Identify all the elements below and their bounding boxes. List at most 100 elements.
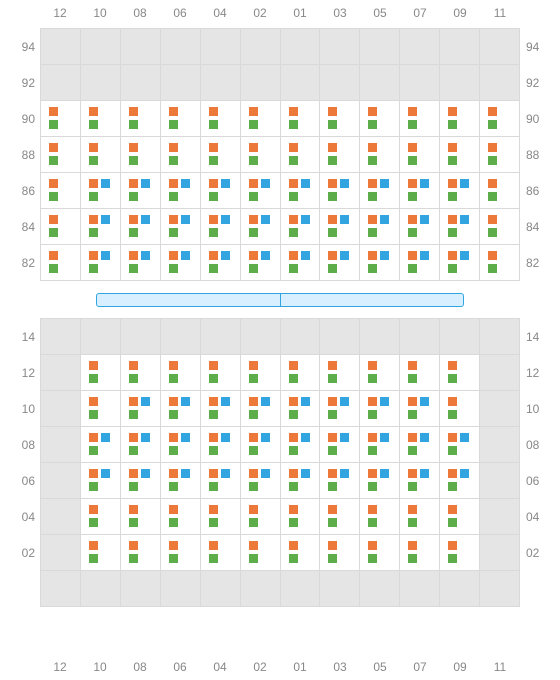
slot-populated[interactable] (81, 391, 121, 427)
slot-populated[interactable] (81, 245, 121, 281)
slot-populated[interactable] (81, 355, 121, 391)
slot-populated[interactable] (241, 101, 281, 137)
slot-populated[interactable] (201, 355, 241, 391)
slot-populated[interactable] (281, 427, 321, 463)
slot-populated[interactable] (480, 173, 520, 209)
slot-populated[interactable] (81, 137, 121, 173)
slot-populated[interactable] (320, 137, 360, 173)
slot-populated[interactable] (320, 463, 360, 499)
slot-populated[interactable] (161, 427, 201, 463)
slot-populated[interactable] (440, 173, 480, 209)
slot-populated[interactable] (161, 355, 201, 391)
slot-populated[interactable] (241, 209, 281, 245)
slot-populated[interactable] (400, 499, 440, 535)
slot-populated[interactable] (201, 499, 241, 535)
slot-populated[interactable] (121, 463, 161, 499)
slot-populated[interactable] (440, 137, 480, 173)
slot-populated[interactable] (400, 535, 440, 571)
slot-populated[interactable] (360, 463, 400, 499)
slot-populated[interactable] (81, 463, 121, 499)
slot-populated[interactable] (320, 101, 360, 137)
slot-populated[interactable] (400, 101, 440, 137)
slot-populated[interactable] (440, 245, 480, 281)
slot-populated[interactable] (360, 427, 400, 463)
slot-populated[interactable] (320, 427, 360, 463)
slot-populated[interactable] (400, 245, 440, 281)
slot-populated[interactable] (81, 535, 121, 571)
slot-populated[interactable] (81, 427, 121, 463)
slot-populated[interactable] (241, 391, 281, 427)
slot-populated[interactable] (161, 499, 201, 535)
slot-populated[interactable] (41, 101, 81, 137)
slot-populated[interactable] (400, 391, 440, 427)
slot-populated[interactable] (281, 173, 321, 209)
slot-populated[interactable] (41, 209, 81, 245)
slot-populated[interactable] (440, 427, 480, 463)
slot-populated[interactable] (241, 137, 281, 173)
slot-populated[interactable] (400, 137, 440, 173)
slot-populated[interactable] (201, 245, 241, 281)
slot-populated[interactable] (281, 209, 321, 245)
slot-populated[interactable] (81, 101, 121, 137)
slot-populated[interactable] (360, 101, 400, 137)
slot-populated[interactable] (121, 535, 161, 571)
slot-populated[interactable] (281, 137, 321, 173)
slot-populated[interactable] (320, 173, 360, 209)
slot-populated[interactable] (480, 209, 520, 245)
slot-populated[interactable] (440, 499, 480, 535)
slot-populated[interactable] (121, 173, 161, 209)
slot-populated[interactable] (281, 101, 321, 137)
slot-populated[interactable] (241, 245, 281, 281)
slot-populated[interactable] (161, 173, 201, 209)
slot-populated[interactable] (320, 499, 360, 535)
slot-populated[interactable] (400, 209, 440, 245)
slot-populated[interactable] (201, 209, 241, 245)
slot-populated[interactable] (121, 355, 161, 391)
slot-populated[interactable] (400, 355, 440, 391)
slot-populated[interactable] (161, 101, 201, 137)
slot-populated[interactable] (41, 173, 81, 209)
slot-populated[interactable] (81, 499, 121, 535)
slot-populated[interactable] (121, 245, 161, 281)
slot-populated[interactable] (281, 391, 321, 427)
slot-populated[interactable] (161, 463, 201, 499)
slot-populated[interactable] (281, 355, 321, 391)
slot-populated[interactable] (320, 391, 360, 427)
slot-populated[interactable] (161, 209, 201, 245)
slot-populated[interactable] (81, 209, 121, 245)
slot-populated[interactable] (440, 209, 480, 245)
slot-populated[interactable] (201, 101, 241, 137)
slot-populated[interactable] (121, 209, 161, 245)
slot-populated[interactable] (241, 463, 281, 499)
slot-populated[interactable] (360, 355, 400, 391)
slot-populated[interactable] (360, 137, 400, 173)
slot-populated[interactable] (360, 499, 400, 535)
slot-populated[interactable] (320, 209, 360, 245)
slot-populated[interactable] (161, 245, 201, 281)
slot-populated[interactable] (121, 427, 161, 463)
slot-populated[interactable] (41, 137, 81, 173)
slot-populated[interactable] (440, 355, 480, 391)
slot-populated[interactable] (440, 101, 480, 137)
slot-populated[interactable] (201, 427, 241, 463)
slot-populated[interactable] (320, 355, 360, 391)
slot-populated[interactable] (41, 245, 81, 281)
slot-populated[interactable] (121, 499, 161, 535)
slot-populated[interactable] (281, 535, 321, 571)
slot-populated[interactable] (201, 391, 241, 427)
slot-populated[interactable] (241, 499, 281, 535)
slot-populated[interactable] (281, 245, 321, 281)
slot-populated[interactable] (241, 535, 281, 571)
slot-populated[interactable] (121, 137, 161, 173)
slot-populated[interactable] (440, 391, 480, 427)
slot-populated[interactable] (360, 535, 400, 571)
slot-populated[interactable] (121, 391, 161, 427)
slot-populated[interactable] (121, 101, 161, 137)
slot-populated[interactable] (400, 463, 440, 499)
slot-populated[interactable] (161, 535, 201, 571)
slot-populated[interactable] (201, 137, 241, 173)
slot-populated[interactable] (161, 391, 201, 427)
slot-populated[interactable] (400, 173, 440, 209)
slot-populated[interactable] (201, 173, 241, 209)
slot-populated[interactable] (360, 245, 400, 281)
